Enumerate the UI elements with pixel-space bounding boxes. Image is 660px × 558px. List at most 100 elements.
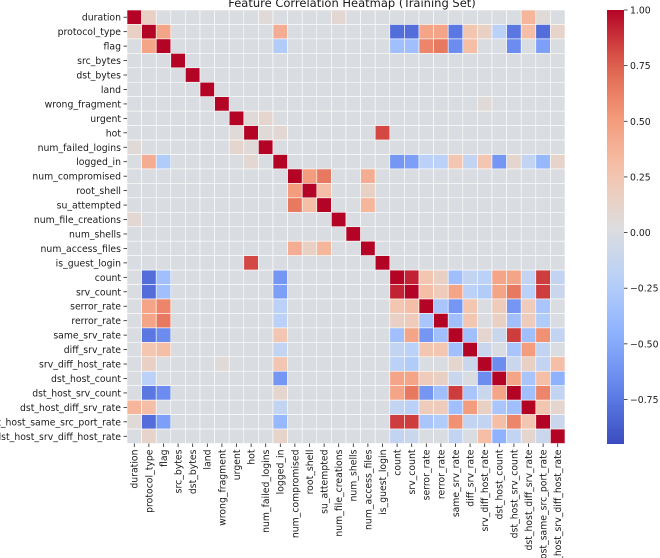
heatmap-cell	[185, 370, 201, 386]
colorbar-tick-label: −0.75	[630, 395, 659, 406]
heatmap-cell	[331, 269, 347, 285]
heatmap-cell	[214, 24, 230, 40]
heatmap-cell	[185, 327, 201, 343]
heatmap-cell	[374, 183, 391, 199]
heatmap-cell	[447, 38, 464, 54]
heatmap-cell	[301, 9, 318, 25]
heatmap-cell	[272, 212, 288, 228]
heatmap-cell	[404, 298, 420, 314]
heatmap-cell	[199, 370, 215, 386]
heatmap-cell	[287, 226, 303, 242]
heatmap-cell	[374, 24, 391, 40]
y-tick-label: num_shells	[69, 229, 121, 240]
heatmap-cell	[462, 212, 478, 228]
heatmap-cell	[404, 154, 420, 170]
heatmap-cell	[462, 370, 478, 386]
heatmap-cell	[345, 81, 361, 97]
heatmap-cell	[316, 298, 332, 314]
heatmap-cell	[170, 125, 186, 141]
heatmap-cell	[331, 414, 347, 430]
heatmap-cell	[345, 110, 361, 126]
heatmap-cell	[243, 212, 259, 228]
colorbar-tick-label: 1.00	[630, 6, 651, 17]
heatmap-cell	[345, 414, 361, 430]
heatmap-cell	[447, 81, 464, 97]
heatmap-cell	[243, 342, 259, 358]
heatmap-cell	[491, 240, 507, 256]
heatmap-cell	[126, 284, 142, 300]
heatmap-cell	[389, 399, 405, 415]
heatmap-cell	[272, 38, 288, 54]
heatmap-cell	[374, 212, 391, 228]
heatmap-cell	[272, 139, 288, 155]
heatmap-cell	[214, 38, 230, 54]
heatmap-cell	[185, 298, 201, 314]
heatmap-cell	[550, 154, 566, 170]
y-tick-label: duration	[82, 13, 121, 24]
heatmap-cell	[418, 183, 434, 199]
heatmap-cell	[433, 313, 449, 329]
heatmap-cell	[155, 53, 172, 69]
heatmap-cell	[141, 67, 157, 83]
heatmap-cell	[477, 168, 493, 184]
heatmap-cell	[141, 269, 157, 285]
y-tick-label: diff_srv_rate	[64, 345, 122, 356]
heatmap-cell	[535, 197, 551, 213]
heatmap-cell	[360, 284, 376, 300]
heatmap-cell	[287, 385, 303, 401]
y-tick-label: dst_host_diff_srv_rate	[20, 403, 121, 414]
heatmap-cell	[170, 240, 186, 256]
heatmap-cell	[418, 269, 434, 285]
heatmap-cell	[535, 38, 551, 54]
heatmap-cell	[170, 385, 186, 401]
heatmap-cell	[155, 356, 172, 372]
heatmap-cell	[404, 370, 420, 386]
heatmap-cell	[345, 240, 361, 256]
heatmap-cell	[520, 212, 537, 228]
heatmap-cell	[535, 414, 551, 430]
heatmap-cell	[535, 226, 551, 242]
heatmap-cell	[360, 154, 376, 170]
heatmap-cell	[331, 139, 347, 155]
heatmap-cell	[433, 399, 449, 415]
heatmap-cell	[374, 414, 391, 430]
y-tick-label: dst_host_srv_diff_host_rate	[0, 432, 121, 443]
heatmap-cell	[331, 38, 347, 54]
heatmap-cell	[301, 240, 318, 256]
heatmap-cell	[272, 183, 288, 199]
heatmap-cell	[301, 53, 318, 69]
heatmap-cell	[126, 38, 142, 54]
heatmap-cell	[287, 125, 303, 141]
y-tick-label: dst_host_same_src_port_rate	[0, 417, 121, 428]
y-tick-label: num_file_creations	[34, 215, 121, 226]
heatmap-cell	[462, 53, 478, 69]
heatmap-cell	[141, 110, 157, 126]
heatmap-cell	[316, 356, 332, 372]
heatmap-cell	[272, 226, 288, 242]
heatmap-cell	[170, 67, 186, 83]
heatmap-cell	[418, 139, 434, 155]
heatmap-cell	[214, 67, 230, 83]
heatmap-cell	[506, 9, 522, 25]
heatmap-cell	[389, 53, 405, 69]
heatmap-cell	[433, 269, 449, 285]
heatmap-cell	[228, 399, 245, 415]
heatmap-cell	[550, 96, 566, 112]
heatmap-cell	[331, 399, 347, 415]
heatmap-cell	[155, 385, 172, 401]
heatmap-cell	[360, 356, 376, 372]
heatmap-cell	[258, 313, 274, 329]
heatmap-cell	[258, 240, 274, 256]
heatmap-cell	[360, 327, 376, 343]
heatmap-cell	[331, 327, 347, 343]
heatmap-cell	[491, 313, 507, 329]
heatmap-cell	[258, 110, 274, 126]
heatmap-cell	[389, 197, 405, 213]
heatmap-cell	[404, 9, 420, 25]
heatmap-cell	[535, 342, 551, 358]
heatmap-cell	[301, 96, 318, 112]
heatmap-cell	[550, 414, 566, 430]
heatmap-cell	[404, 125, 420, 141]
heatmap-cell	[316, 67, 332, 83]
heatmap-cell	[258, 212, 274, 228]
